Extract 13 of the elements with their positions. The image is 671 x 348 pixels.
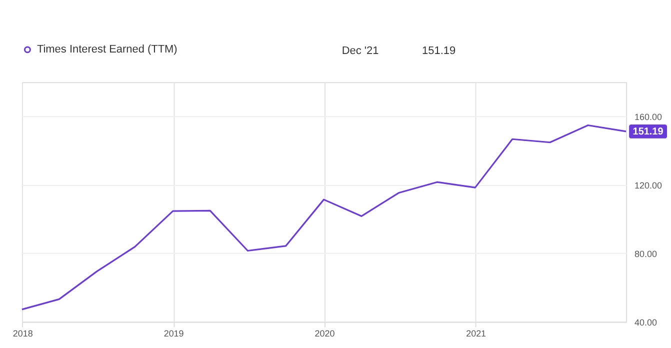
y-tick-label: 120.00 [634, 180, 662, 190]
x-tick-label: 2021 [466, 328, 486, 338]
y-tick-label: 80.00 [634, 248, 658, 259]
x-tick-label: 2020 [314, 328, 335, 338]
text: 151.19 [422, 45, 456, 58]
line-series [21, 124, 627, 310]
y-tick-label: 40.00 [634, 317, 658, 328]
x-tick-label: 2019 [164, 328, 184, 338]
x-tick-label: 2018 [12, 328, 33, 338]
legend-label: Times Interest Earned (TTM) [36, 44, 178, 56]
y-tick-label: 160.00 [634, 112, 662, 122]
text: Dec '21 [342, 45, 379, 58]
annotation: 151.19 [632, 126, 664, 138]
